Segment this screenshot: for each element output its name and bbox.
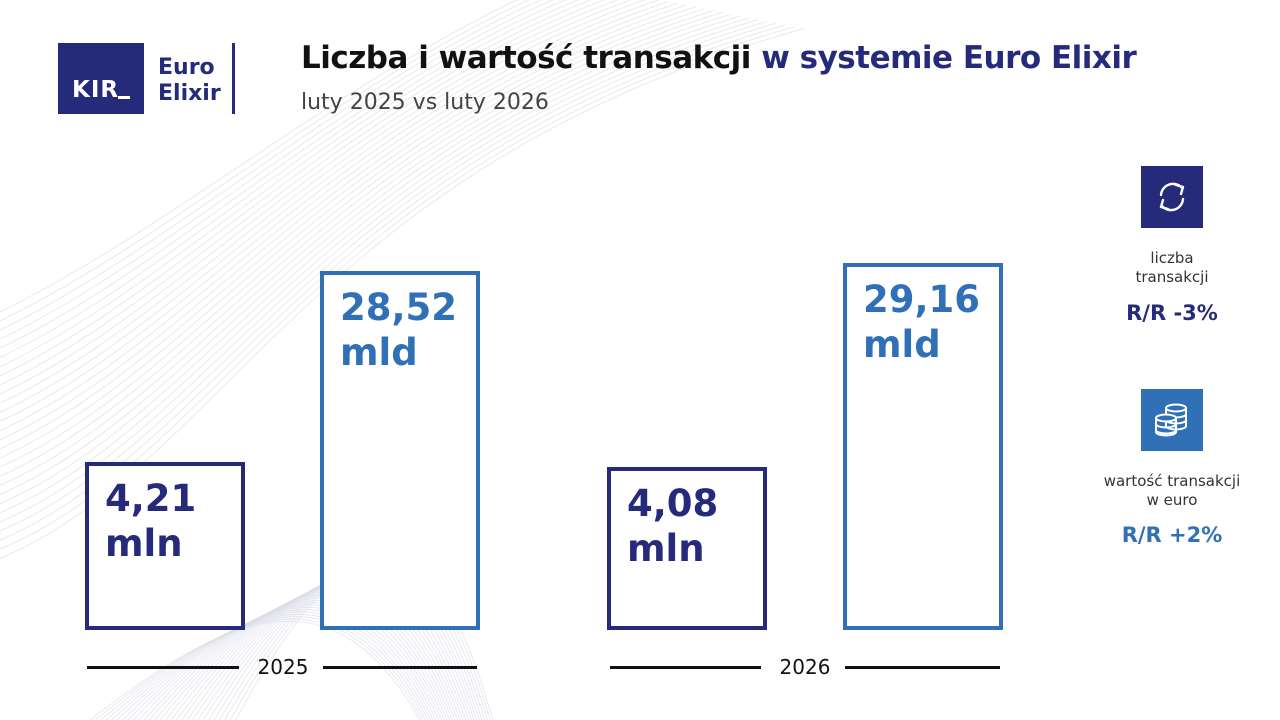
background-wave-line — [0, 0, 633, 720]
count-caption-line2: transakcji — [1135, 268, 1209, 286]
axis-line-2025-left — [87, 666, 239, 669]
category-label-2026: 2026 — [779, 655, 831, 679]
value-caption: wartość transakcji w euro — [1082, 472, 1262, 510]
logo-elixir-text: Elixir — [158, 81, 221, 106]
kir-logo-text: KIR — [72, 77, 120, 103]
bar-value-text: 28,52 — [340, 286, 458, 329]
background-wave-line — [0, 0, 619, 720]
value-caption-line2: w euro — [1146, 491, 1198, 509]
axis-line-2025-right — [323, 666, 477, 669]
bar-data-label: 4,08 mln — [627, 481, 718, 571]
bar-data-label: 4,21 mln — [105, 476, 196, 566]
bar-value-text: 4,08 — [627, 482, 719, 525]
value-caption-line1: wartość transakcji — [1103, 472, 1241, 490]
kir-logo-underline — [118, 96, 130, 99]
bar-data-label: 29,16 mld — [863, 277, 980, 367]
page-subtitle: luty 2025 vs luty 2026 — [301, 90, 549, 115]
background-wave-line — [0, 0, 567, 720]
value-yoy-stat: R/R +2% — [1121, 523, 1223, 547]
logo-divider — [232, 43, 235, 114]
bar-count-2026: 4,08 mln — [607, 467, 767, 630]
bar-unit-text: mld — [863, 323, 941, 366]
count-caption-line1: liczba — [1150, 249, 1194, 267]
axis-line-2026-left — [610, 666, 761, 669]
bar-unit-text: mld — [340, 331, 418, 374]
bar-count-2025: 4,21 mln — [85, 462, 245, 630]
logo-euro-text: Euro — [158, 55, 215, 80]
count-caption: liczba transakcji — [1082, 249, 1262, 287]
bar-value-2026: 29,16 mld — [843, 263, 1003, 630]
kir-logo-box: KIR — [58, 43, 144, 114]
kir-euro-elixir-logo: KIR Euro Elixir — [58, 43, 236, 114]
arrows-cycle-icon — [1141, 166, 1203, 228]
bar-data-label: 28,52 mld — [340, 285, 457, 375]
title-accent: w systemie Euro Elixir — [761, 40, 1137, 76]
axis-line-2026-right — [845, 666, 1000, 669]
bar-value-text: 4,21 — [105, 477, 197, 520]
background-wave-line — [0, 0, 530, 720]
bar-value-text: 29,16 — [863, 278, 981, 321]
bar-value-2025: 28,52 mld — [320, 271, 480, 630]
title-main: Liczba i wartość transakcji — [301, 40, 751, 76]
coins-stack-icon — [1141, 389, 1203, 451]
background-wave-line — [0, 0, 592, 720]
category-label-2025: 2025 — [257, 655, 309, 679]
background-wave-line — [0, 0, 554, 720]
count-yoy-stat: R/R -3% — [1126, 301, 1218, 325]
bar-unit-text: mln — [627, 527, 705, 570]
page-title: Liczba i wartość transakcji w systemie E… — [301, 40, 1137, 76]
bar-unit-text: mln — [105, 522, 183, 565]
